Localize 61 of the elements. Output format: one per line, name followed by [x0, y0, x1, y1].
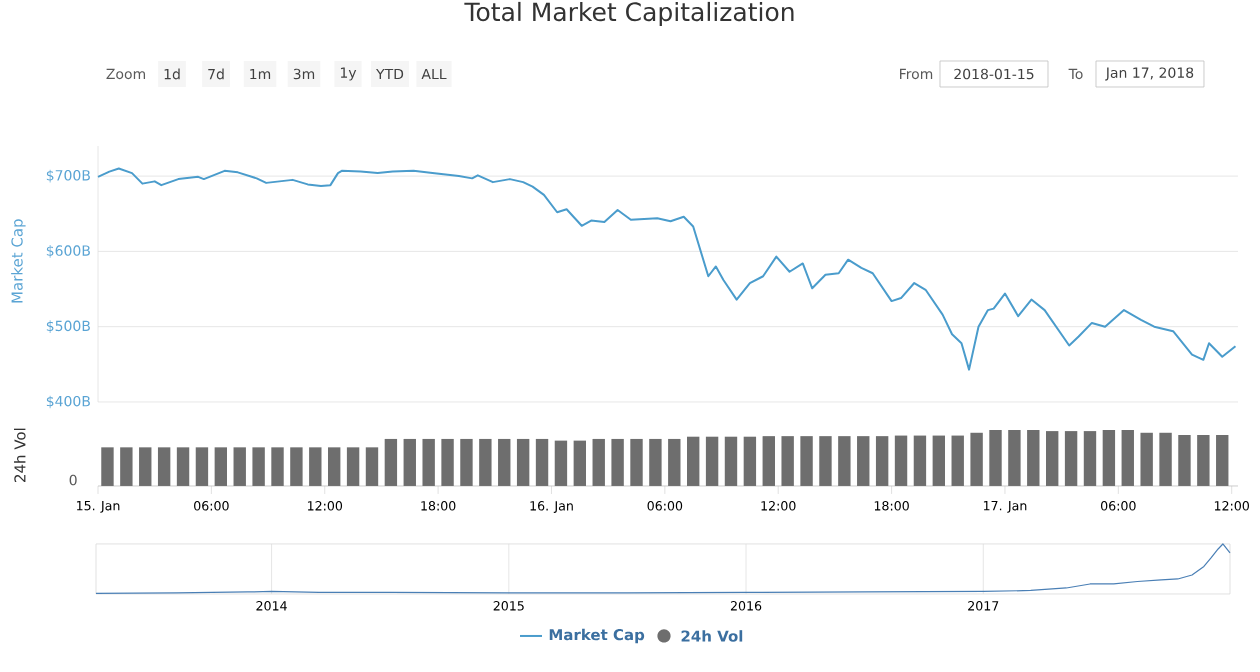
bar [611, 438, 624, 486]
bar [441, 438, 454, 486]
bar [554, 440, 568, 486]
bar [781, 436, 794, 486]
bar [252, 447, 265, 486]
bar [479, 438, 492, 486]
bar [630, 438, 643, 486]
bar [762, 436, 775, 486]
bar [157, 447, 171, 486]
bar [913, 435, 927, 486]
bar [1045, 431, 1059, 486]
bar [573, 440, 587, 486]
chart-title: Total Market Capitalization [464, 1, 794, 27]
bar [535, 438, 549, 486]
bar [1159, 432, 1172, 486]
bar [857, 436, 870, 486]
bar [403, 438, 416, 486]
bar [724, 436, 738, 486]
bar [875, 436, 889, 486]
bar [384, 438, 398, 486]
bar [460, 438, 473, 486]
bar [668, 438, 681, 486]
bar [649, 438, 662, 486]
bar [819, 436, 832, 486]
bar [686, 436, 700, 486]
bar [894, 435, 908, 486]
bar [233, 447, 246, 486]
bar [705, 436, 719, 486]
bar [1064, 431, 1078, 486]
bar [101, 447, 114, 486]
bar [1121, 429, 1134, 486]
bar [1140, 432, 1153, 486]
bar [800, 436, 813, 486]
bar [1027, 429, 1040, 486]
bar [271, 447, 284, 486]
bar [838, 436, 851, 486]
bar [1178, 435, 1191, 486]
bar [214, 447, 228, 486]
bar [1197, 435, 1210, 486]
bar [951, 435, 964, 486]
bar [1216, 435, 1229, 486]
bar [365, 447, 379, 486]
bar [1102, 429, 1116, 486]
bar [120, 447, 133, 486]
bar [516, 438, 530, 486]
bar [743, 436, 757, 486]
bar [592, 438, 605, 486]
bar [176, 447, 190, 486]
bar [346, 447, 360, 486]
bar [139, 447, 152, 486]
bar [1008, 429, 1021, 486]
bar [309, 447, 322, 486]
bar [328, 447, 341, 486]
bar [1083, 431, 1097, 486]
bar [989, 429, 1002, 486]
bar [498, 438, 511, 486]
bar [932, 435, 946, 486]
bar [290, 447, 303, 486]
bar [195, 447, 209, 486]
bar [422, 438, 435, 486]
bar [970, 432, 983, 486]
